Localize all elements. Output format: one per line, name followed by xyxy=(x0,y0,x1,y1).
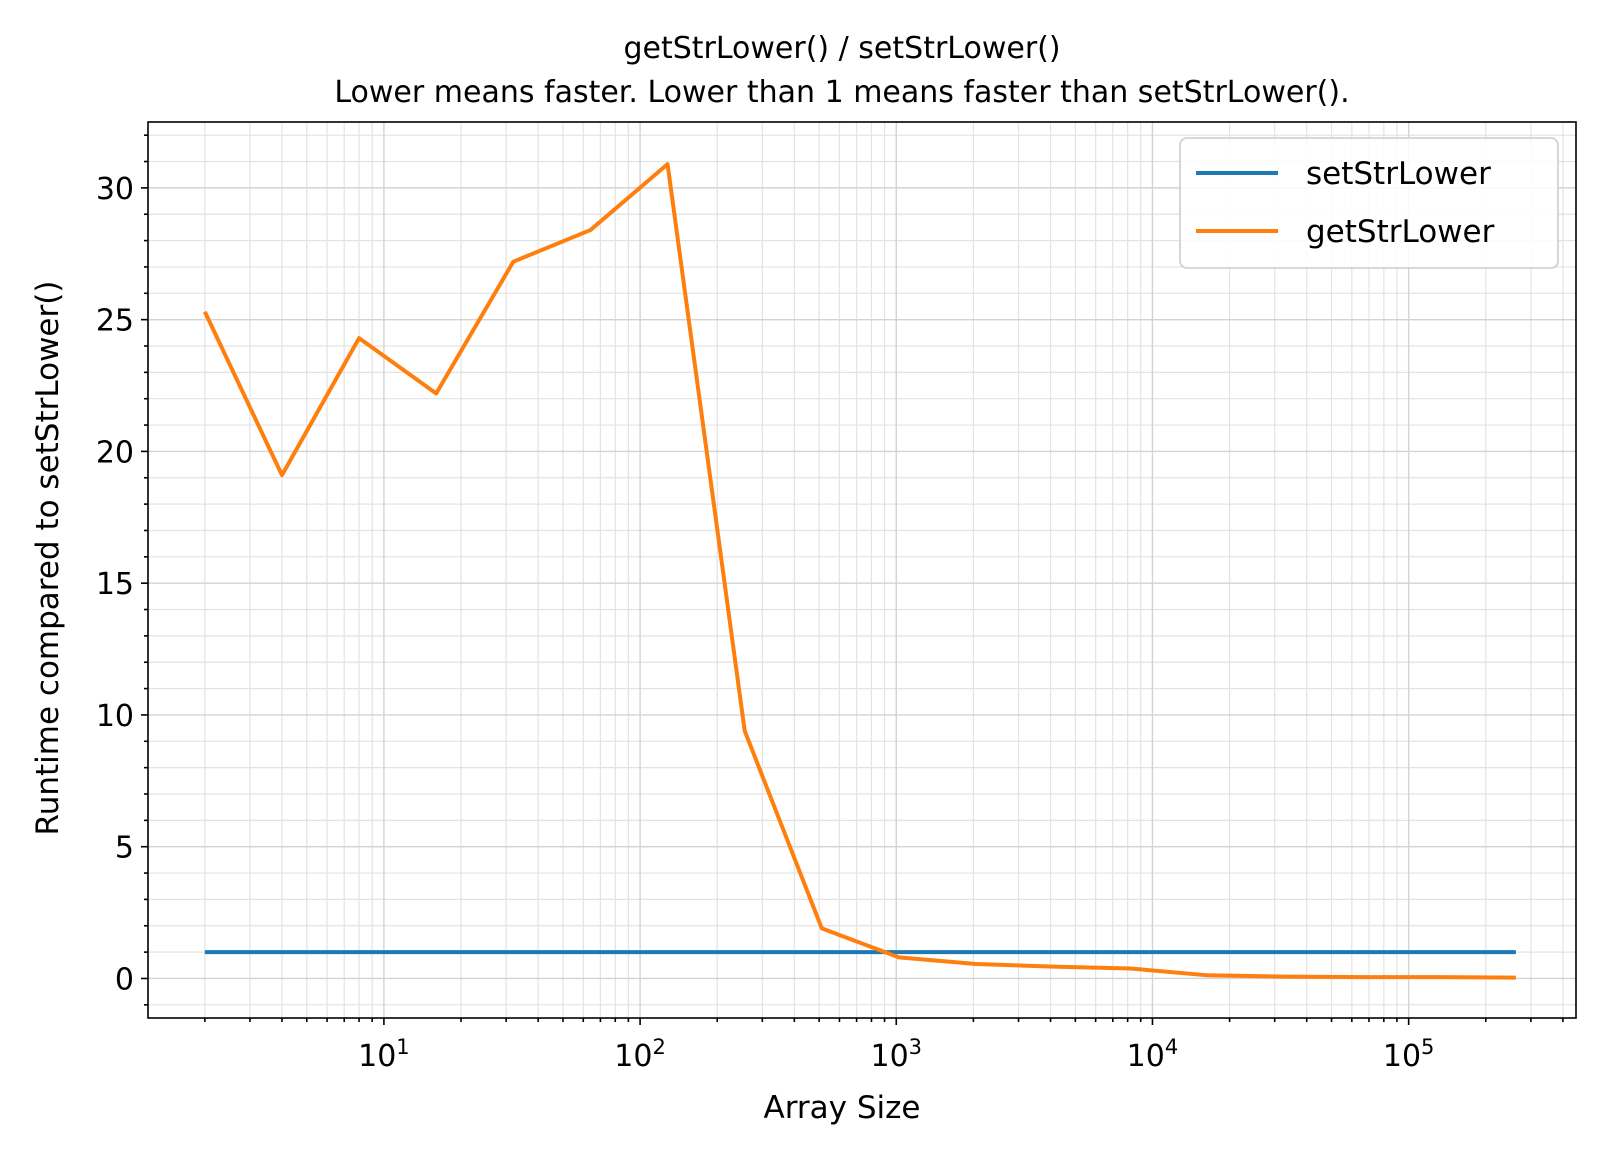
y-tick-label: 5 xyxy=(115,831,134,866)
legend-label-getstrlower: getStrLower xyxy=(1306,214,1495,250)
y-tick-label: 25 xyxy=(96,304,134,339)
y-tick-labels: 0 5 10 15 20 25 30 xyxy=(96,172,134,998)
x-tick-label: 104 xyxy=(1127,1035,1179,1074)
axis-ticks xyxy=(141,134,1564,1025)
plot-frame xyxy=(147,121,1577,1019)
x-tick-label: 103 xyxy=(870,1035,922,1074)
y-tick-label: 20 xyxy=(96,435,134,470)
x-tick-label: 101 xyxy=(358,1035,410,1074)
minor-gridlines xyxy=(148,122,1576,1018)
major-gridlines xyxy=(148,122,1576,1018)
legend-label-setstrlower: setStrLower xyxy=(1306,156,1491,192)
x-tick-label: 102 xyxy=(614,1035,666,1074)
y-tick-label: 10 xyxy=(96,699,134,734)
legend: setStrLower getStrLower xyxy=(1179,137,1559,269)
series-lines xyxy=(203,162,1516,980)
x-axis-label: Array Size xyxy=(764,1090,921,1126)
x-tick-label: 105 xyxy=(1383,1035,1435,1074)
series-line-getstrlower xyxy=(203,162,1516,980)
chart-title: getStrLower() / setStrLower() xyxy=(623,31,1060,66)
y-tick-label: 30 xyxy=(96,172,134,207)
x-tick-labels: 101 102 103 104 105 xyxy=(358,1035,1434,1074)
y-axis-label: Runtime compared to setStrLower() xyxy=(30,281,66,836)
y-tick-label: 15 xyxy=(96,567,134,602)
y-tick-label: 0 xyxy=(115,962,134,997)
legend-box xyxy=(1179,137,1559,269)
chart-subtitle: Lower means faster. Lower than 1 means f… xyxy=(334,75,1349,110)
